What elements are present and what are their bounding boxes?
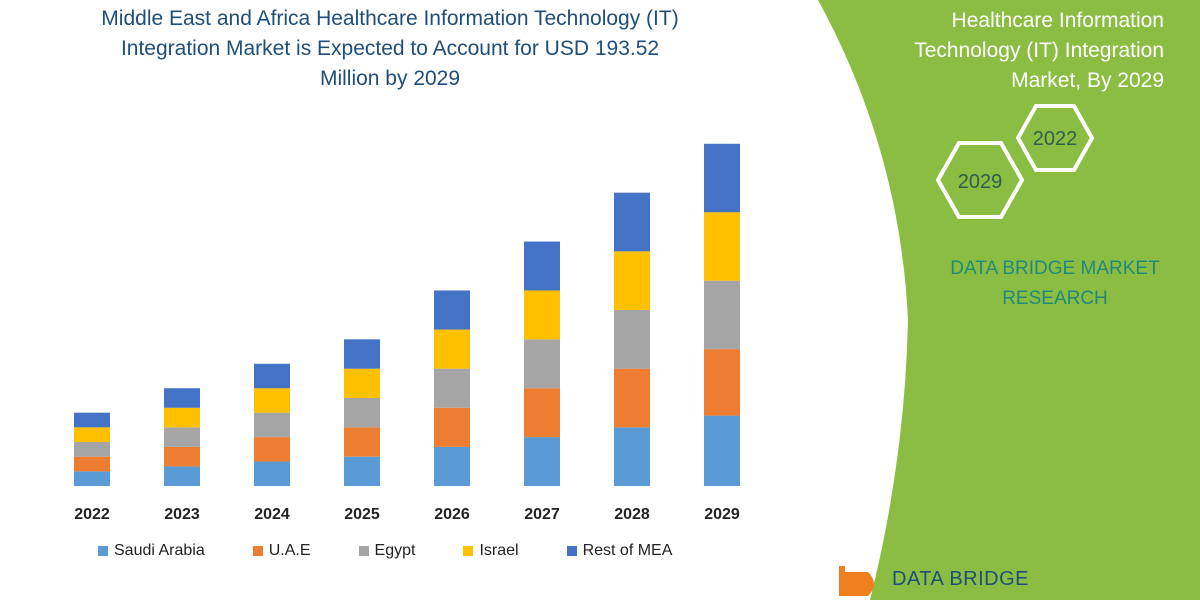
side-panel-title: Healthcare Information Technology (IT) I… (864, 6, 1164, 96)
legend-label: Saudi Arabia (114, 542, 205, 559)
x-tick-label: 2025 (344, 506, 380, 523)
legend-swatch (252, 546, 263, 556)
bar-segment-egypt-2029 (704, 280, 740, 350)
legend-label: Israel (479, 542, 519, 559)
bar-segment-rest-of-mea-2022 (74, 412, 110, 428)
x-tick-label: 2026 (434, 506, 470, 523)
legend-label: Egypt (374, 542, 416, 559)
bar-segment-rest-of-mea-2028 (614, 192, 650, 252)
hex-bottom-label: 2029 (958, 171, 1003, 193)
title-line-3: Million by 2029 (319, 67, 461, 90)
legend-item: Rest of MEA (566, 542, 673, 560)
bar-segment-egypt-2024 (254, 412, 290, 438)
bar-segment-saudi-arabia-2022 (74, 471, 110, 486)
bar-segment-u-a-e-2028 (614, 368, 650, 428)
brand-line-1: DATA BRIDGE MARKET (950, 258, 1160, 279)
legend-item: U.A.E (252, 542, 311, 560)
bar-segment-saudi-arabia-2029 (704, 415, 740, 486)
bar-segment-egypt-2028 (614, 310, 650, 369)
bar-segment-u-a-e-2029 (704, 349, 740, 416)
bar-segment-egypt-2025 (344, 398, 380, 428)
bar-segment-egypt-2026 (434, 368, 470, 408)
bar-segment-israel-2028 (614, 251, 650, 310)
logo-icon (839, 566, 874, 596)
title-line-1: Middle East and Africa Healthcare Inform… (101, 7, 679, 30)
legend-label: U.A.E (268, 542, 311, 559)
hex-top-label: 2022 (1033, 128, 1078, 150)
x-tick-label: 2022 (74, 506, 110, 523)
bar-segment-u-a-e-2025 (344, 427, 380, 457)
bar-segment-saudi-arabia-2027 (524, 437, 560, 486)
legend-item: Saudi Arabia (98, 542, 205, 560)
x-tick-label: 2028 (614, 506, 650, 523)
side-panel-background (818, 0, 1200, 600)
chart-legend: Saudi Arabia U.A.E Egypt Israel Rest of MEA (98, 540, 672, 562)
bar-segment-u-a-e-2027 (524, 388, 560, 438)
x-tick-label: 2029 (704, 506, 740, 523)
chart-title: Middle East and Africa Healthcare Inform… (40, 4, 740, 94)
bar-segment-rest-of-mea-2024 (254, 363, 290, 389)
brand-text: DATA BRIDGE MARKET RESEARCH (920, 254, 1190, 314)
bar-segment-u-a-e-2024 (254, 437, 290, 462)
bar-segment-u-a-e-2022 (74, 456, 110, 472)
bar-segment-israel-2022 (74, 427, 110, 442)
bar-segment-saudi-arabia-2024 (254, 461, 290, 486)
legend-swatch (358, 546, 369, 556)
side-title-line-3: Market, By 2029 (1011, 69, 1164, 92)
bar-segment-egypt-2022 (74, 442, 110, 457)
title-line-2: Integration Market is Expected to Accoun… (120, 37, 660, 60)
logo-text: DATA BRIDGE (892, 568, 1030, 590)
x-tick-label: 2023 (164, 506, 200, 523)
hex-2022-icon (1015, 104, 1095, 172)
legend-label: Rest of MEA (582, 542, 673, 559)
hex-2029-icon (935, 141, 1025, 219)
side-title-line-2: Technology (IT) Integration (914, 39, 1164, 62)
bar-segment-saudi-arabia-2025 (344, 456, 380, 486)
x-tick-label: 2027 (524, 506, 560, 523)
legend-item: Israel (463, 542, 519, 560)
bar-segment-egypt-2027 (524, 339, 560, 389)
brand-line-2: RESEARCH (1002, 288, 1108, 309)
bar-segment-u-a-e-2026 (434, 407, 470, 447)
bar-segment-israel-2023 (164, 407, 200, 428)
stacked-bar-chart: 2022 2023 2024 2025 2026 2027 2028 2029 (74, 143, 740, 523)
bar-segment-israel-2026 (434, 329, 470, 369)
bar-segment-u-a-e-2023 (164, 446, 200, 467)
bar-segment-egypt-2023 (164, 427, 200, 447)
legend-swatch (463, 546, 474, 556)
legend-swatch (98, 546, 108, 556)
bar-segment-rest-of-mea-2029 (704, 143, 740, 213)
bar-segment-israel-2024 (254, 388, 290, 413)
bar-segment-rest-of-mea-2027 (524, 241, 560, 291)
bar-segment-saudi-arabia-2023 (164, 466, 200, 486)
legend-item: Egypt (358, 542, 416, 560)
bar-segment-rest-of-mea-2025 (344, 339, 380, 369)
bar-segment-saudi-arabia-2028 (614, 427, 650, 486)
bar-segment-israel-2025 (344, 368, 380, 398)
legend-swatch (566, 546, 577, 556)
bar-segment-israel-2027 (524, 290, 560, 340)
bar-segment-rest-of-mea-2026 (434, 290, 470, 330)
bar-segment-israel-2029 (704, 212, 740, 281)
bar-segment-saudi-arabia-2026 (434, 446, 470, 486)
bar-segment-rest-of-mea-2023 (164, 388, 200, 408)
x-tick-label: 2024 (254, 506, 290, 523)
side-title-line-1: Healthcare Information (951, 9, 1164, 32)
